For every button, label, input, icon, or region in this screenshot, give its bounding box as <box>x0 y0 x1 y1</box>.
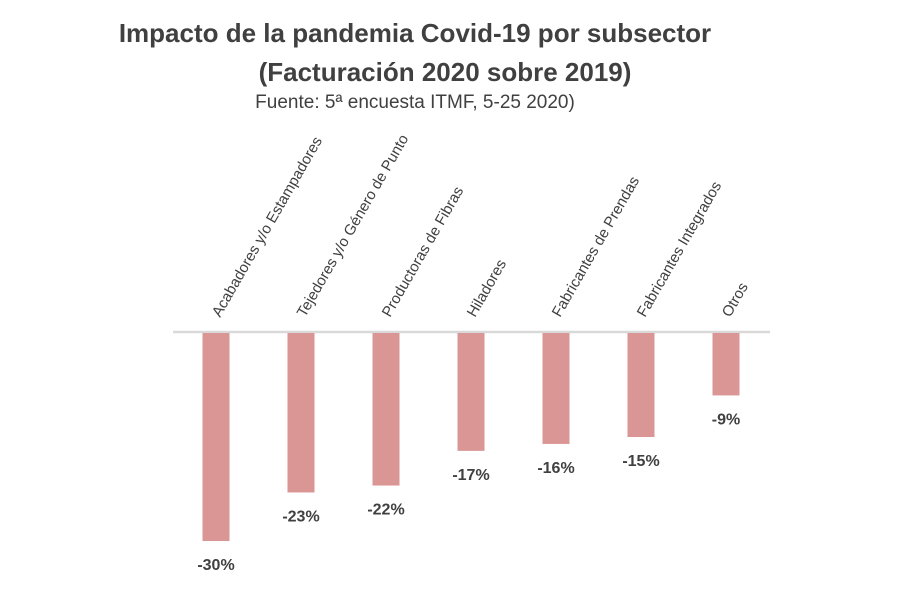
bar <box>372 333 400 486</box>
data-label: -16% <box>537 460 574 477</box>
data-label: -15% <box>622 453 659 470</box>
bar <box>627 333 655 437</box>
bar <box>712 333 740 396</box>
data-label: -30% <box>197 557 234 574</box>
category-label: Otros <box>719 280 752 320</box>
chart-title: Impacto de la pandemia Covid-19 por subs… <box>118 18 712 48</box>
category-label: Fabricantes Integrados <box>634 179 725 320</box>
category-label: Hiladores <box>464 257 510 320</box>
data-label: -17% <box>452 467 489 484</box>
data-label: -22% <box>367 502 404 519</box>
bar <box>542 333 570 444</box>
bar <box>202 333 230 541</box>
bar <box>287 333 315 493</box>
category-label: Fabricantes de Prendas <box>549 174 643 320</box>
chart-subtitle: (Facturación 2020 sobre 2019) <box>258 57 632 87</box>
chart-source: Fuente: 5ª encuesta ITMF, 5-25 2020) <box>255 92 575 113</box>
data-label: -23% <box>282 508 319 525</box>
data-label: -9% <box>712 411 740 428</box>
bar <box>457 333 485 451</box>
category-label: Productoras de Fibras <box>379 184 468 320</box>
